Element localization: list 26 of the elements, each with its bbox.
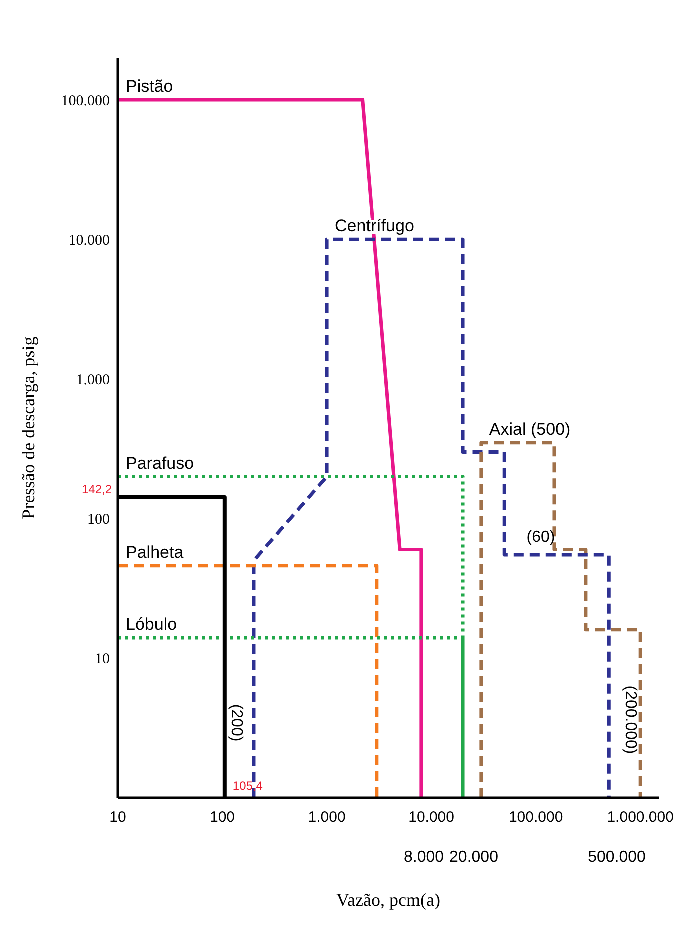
y-tick-label: 100.000 xyxy=(61,93,110,110)
series-label: Pistão xyxy=(126,77,174,96)
annotation: (200.000) xyxy=(622,686,639,754)
series-label: Parafuso xyxy=(126,454,194,473)
x-tick-label: 1.000 xyxy=(308,809,346,826)
series-label: Lóbulo xyxy=(126,615,178,634)
y-tick-label: 10 xyxy=(95,652,110,668)
x-tick-label: 1.000.000 xyxy=(607,809,674,826)
x-tick-label: 10 xyxy=(110,809,126,826)
y-tick-label: 100 xyxy=(88,512,110,528)
annotation: 142,2 xyxy=(82,482,112,496)
y-axis-title: Pressão de descarga, psig xyxy=(18,336,38,520)
text: 500.000 xyxy=(588,849,646,866)
annotation: (200) xyxy=(228,704,245,742)
series-label: Axial (500) xyxy=(489,420,571,439)
y-tick-label: 10.000 xyxy=(68,232,110,249)
text: 8.000 xyxy=(404,849,444,866)
x-tick-label: 10.000 xyxy=(408,809,454,826)
x-tick-label: 100.000 xyxy=(508,809,564,826)
y-tick-label: 1.000 xyxy=(76,372,110,389)
annotation: (60) xyxy=(526,529,556,546)
x-axis-title: Vazão, pcm(a) xyxy=(336,890,440,910)
series-label: Palheta xyxy=(126,542,184,562)
annotation: 105,4 xyxy=(232,779,264,793)
x-tick-label: 100 xyxy=(210,809,236,826)
text: 20.000 xyxy=(450,849,499,866)
